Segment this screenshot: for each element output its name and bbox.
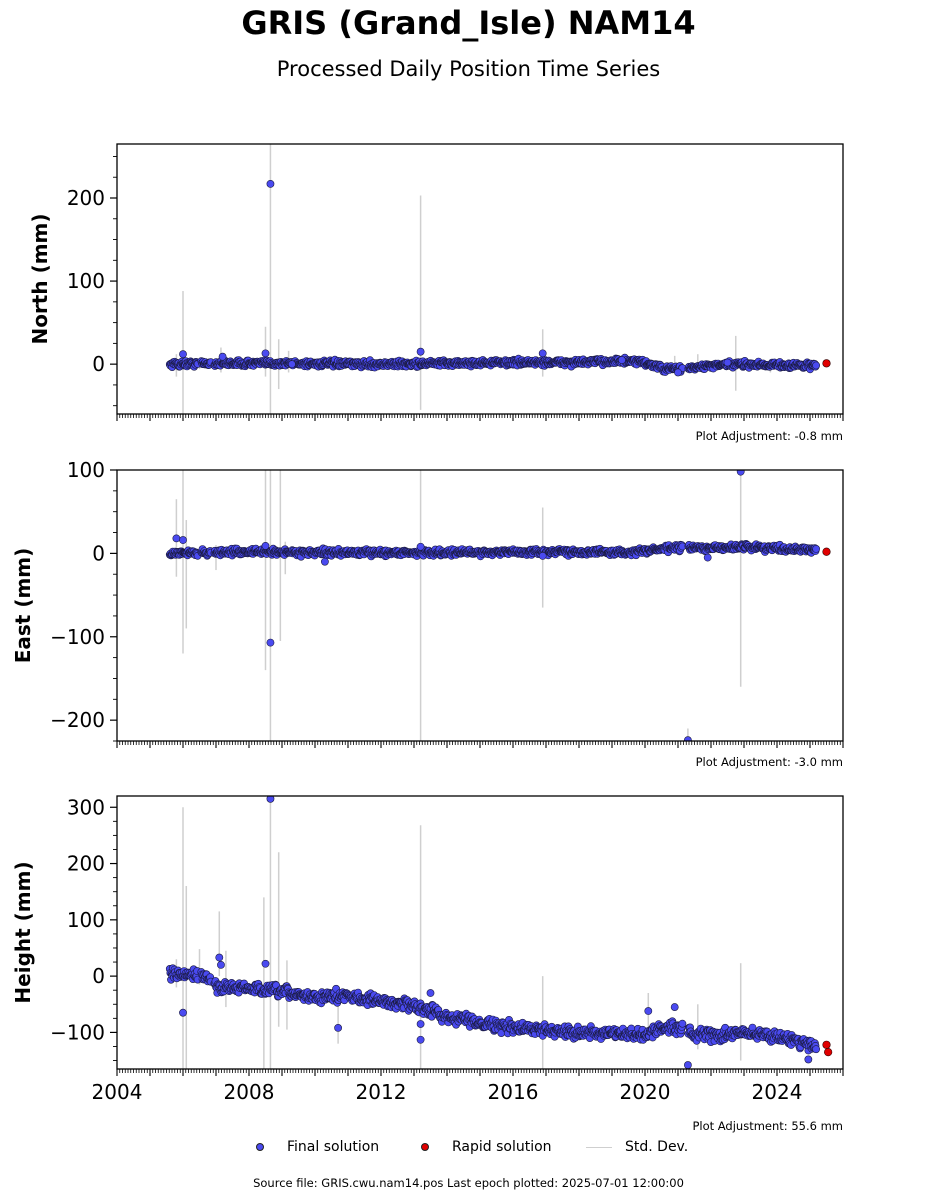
- final-point: [674, 368, 682, 377]
- y-tick-label: 100: [67, 458, 105, 482]
- final-point: [678, 1019, 687, 1028]
- final-point: [416, 542, 425, 551]
- y-tick-label: 200: [67, 852, 105, 876]
- y-tick-label: 200: [67, 186, 105, 210]
- panel-north: 0 100 200 North (mm) Plot Adjustment: -0.8 m…: [28, 143, 844, 443]
- final-point: [179, 536, 187, 544]
- rapid-point: [824, 1048, 833, 1057]
- rapid-point: [822, 359, 831, 368]
- y-tick-label: 0: [92, 964, 105, 988]
- std-dev-line: [586, 1147, 612, 1148]
- final-point: [261, 541, 270, 550]
- final-point: [618, 356, 626, 364]
- plot-adjustment-note: Plot Adjustment: -0.8 mm: [696, 429, 843, 443]
- y-tick-label: −200: [50, 708, 105, 732]
- final-point: [320, 557, 329, 566]
- final-point: [261, 349, 270, 358]
- final-point: [416, 1020, 425, 1028]
- rapid-point: [822, 547, 831, 556]
- final-point: [179, 350, 187, 359]
- final-point: [416, 1035, 425, 1044]
- final-point: [812, 545, 820, 553]
- final-point: [812, 1045, 820, 1054]
- final-point: [538, 551, 547, 560]
- y-tick-label: 0: [92, 541, 105, 565]
- final-point: [416, 347, 425, 356]
- y-axis-label: Height (mm): [11, 861, 35, 1003]
- x-tick-label: 2016: [488, 1080, 539, 1104]
- legend-final-label: Final solution: [287, 1139, 380, 1155]
- time-series-chart: 0 100 200 North (mm) Plot Adjustment: -0.8 m…: [11, 143, 844, 1133]
- x-tick-label: 2008: [224, 1080, 275, 1104]
- legend: Final solution Rapid solution Std. Dev.: [0, 1137, 937, 1159]
- x-tick-label: 2004: [92, 1080, 143, 1104]
- panel-height: −100 0 100 200 300 2004 2008 2012 2016 2020 2024 He…: [11, 795, 844, 1133]
- rapid-solution-marker: [421, 1143, 429, 1151]
- final-point: [217, 960, 225, 969]
- final-point: [670, 1003, 679, 1011]
- final-point: [736, 470, 745, 476]
- chart-title: GRIS (Grand_Isle) NAM14: [241, 4, 696, 42]
- final-point: [218, 352, 227, 361]
- rapid-point: [822, 1040, 831, 1049]
- final-point: [261, 959, 270, 968]
- x-tick-label: 2012: [356, 1080, 407, 1104]
- final-point: [266, 638, 275, 647]
- axes-frame: [116, 469, 844, 742]
- final-point: [703, 553, 712, 562]
- final-point: [723, 358, 732, 367]
- y-axis-label: North (mm): [28, 213, 52, 344]
- final-point: [215, 953, 224, 962]
- final-point: [172, 534, 181, 543]
- final-point: [804, 1055, 813, 1064]
- plot-adjustment-note: Plot Adjustment: -3.0 mm: [696, 755, 843, 769]
- final-point: [538, 349, 547, 358]
- final-point: [426, 989, 435, 997]
- plot-adjustment-note: Plot Adjustment: 55.6 mm: [692, 1119, 843, 1133]
- source-note: Source file: GRIS.cwu.nam14.pos Last epo…: [253, 1176, 684, 1190]
- final-point: [334, 1024, 342, 1032]
- y-tick-label: −100: [50, 1020, 105, 1044]
- x-tick-label: 2024: [752, 1080, 803, 1104]
- plot-area: [165, 796, 833, 1069]
- y-axis-label: East (mm): [11, 548, 35, 664]
- axes-frame: [116, 143, 844, 415]
- panel-east: −200 −100 0 100 East (mm) Plot Adjustment: -3…: [11, 458, 844, 769]
- y-tick-label: 0: [92, 352, 105, 376]
- y-tick-label: 300: [67, 795, 105, 819]
- final-solution-marker: [256, 1143, 264, 1151]
- final-point: [266, 796, 275, 803]
- plot-area: [165, 470, 831, 741]
- final-point: [684, 1061, 692, 1069]
- y-tick-label: −100: [50, 625, 105, 649]
- final-point: [287, 360, 296, 369]
- final-point: [644, 1007, 653, 1015]
- final-point: [812, 361, 820, 370]
- y-tick-label: 100: [67, 269, 105, 293]
- legend-rapid-label: Rapid solution: [452, 1139, 552, 1155]
- legend-stddev-label: Std. Dev.: [625, 1139, 689, 1155]
- final-point: [179, 1008, 187, 1017]
- y-tick-label: 100: [67, 908, 105, 932]
- final-point: [266, 179, 275, 188]
- x-tick-label: 2020: [620, 1080, 671, 1104]
- chart-subtitle: Processed Daily Position Time Series: [276, 57, 661, 81]
- final-point: [684, 736, 692, 741]
- plot-area: [165, 144, 831, 414]
